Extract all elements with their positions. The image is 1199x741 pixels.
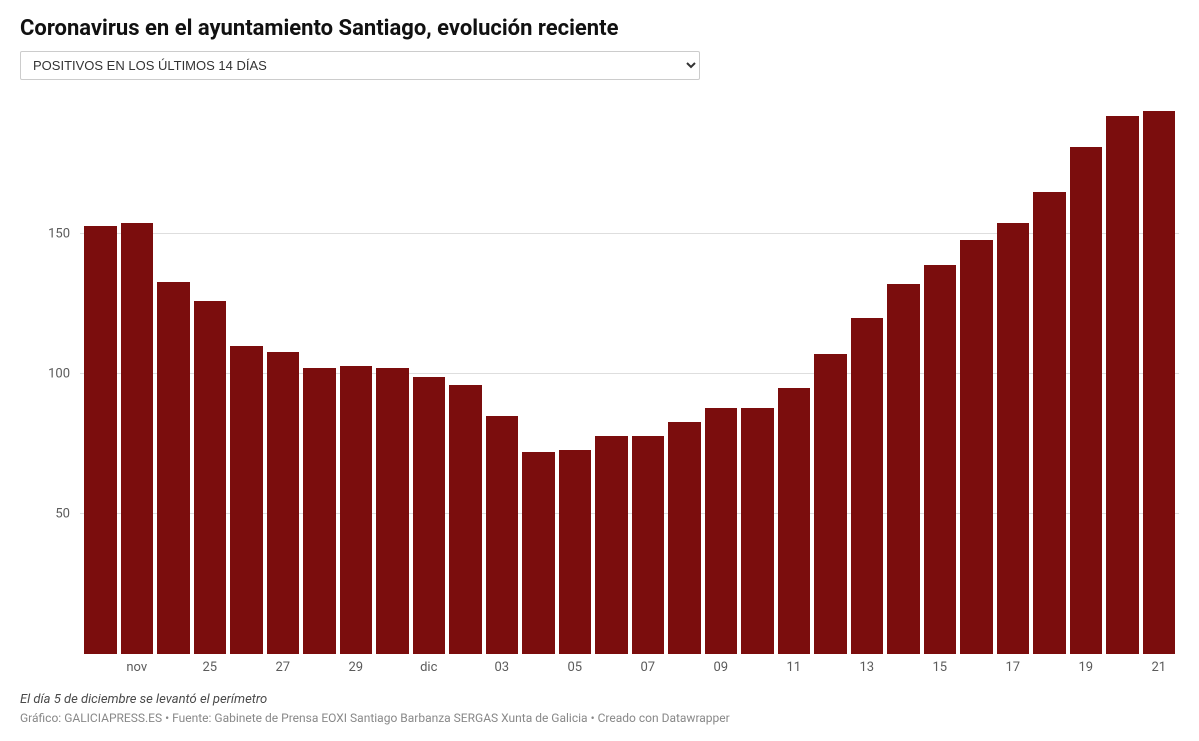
y-axis: 50 100 150: [20, 94, 80, 654]
x-axis-row: nov 25 27 29 dic 03 05 07 09 11 13 15 17 19 21: [20, 660, 1179, 678]
x-tick-label: [1033, 660, 1066, 678]
x-tick-label: 21: [1143, 660, 1176, 678]
x-tick-label: [157, 660, 190, 678]
bar: [486, 416, 519, 654]
x-tick-label: [303, 660, 336, 678]
x-tick-label: [595, 660, 628, 678]
x-tick-label: [814, 660, 847, 678]
bar: [632, 436, 665, 654]
y-tick-label: 100: [48, 367, 70, 382]
credit-creado: Creado con Datawrapper: [598, 711, 730, 725]
credit-sep: •: [591, 711, 598, 725]
bar: [157, 282, 190, 654]
x-tick-label: 17: [997, 660, 1030, 678]
credit-sep: •: [165, 711, 172, 725]
bar: [1106, 116, 1139, 654]
x-tick-label: 13: [851, 660, 884, 678]
x-axis: nov 25 27 29 dic 03 05 07 09 11 13 15 17 19 21: [80, 660, 1179, 678]
credit-grafico: GALICIAPRESS.ES: [64, 711, 162, 725]
bar: [230, 346, 263, 654]
credit-fuente-label: Fuente:: [172, 711, 211, 725]
x-tick-label: [741, 660, 774, 678]
bar: [559, 450, 592, 654]
bar: [194, 301, 227, 654]
bar: [84, 226, 117, 654]
x-tick-label: 19: [1070, 660, 1103, 678]
bar: [1070, 147, 1103, 654]
bar: [303, 368, 336, 654]
bar: [741, 408, 774, 654]
bar: [997, 223, 1030, 654]
bar: [778, 388, 811, 654]
x-tick-label: 25: [194, 660, 227, 678]
x-tick-label: [668, 660, 701, 678]
x-tick-label: 27: [267, 660, 300, 678]
x-tick-label: [960, 660, 993, 678]
bar: [595, 436, 628, 654]
bar: [1143, 111, 1176, 654]
x-tick-label: [522, 660, 555, 678]
chart-credit: Gráfico: GALICIAPRESS.ES • Fuente: Gabin…: [20, 711, 1179, 725]
bar: [267, 352, 300, 654]
x-tick-label: [449, 660, 482, 678]
metric-selector-wrap: POSITIVOS EN LOS ÚLTIMOS 14 DÍAS: [20, 51, 700, 80]
credit-fuente: Gabinete de Prensa EOXI Santiago Barbanz…: [214, 711, 587, 725]
x-tick-label: 09: [705, 660, 738, 678]
bar: [668, 422, 701, 654]
x-tick-label: 07: [632, 660, 665, 678]
x-tick-label: [230, 660, 263, 678]
x-tick-label: 05: [559, 660, 592, 678]
x-tick-label: [84, 660, 117, 678]
x-tick-label: 15: [924, 660, 957, 678]
credit-grafico-label: Gráfico:: [20, 711, 61, 725]
bar: [376, 368, 409, 654]
x-tick-label: [376, 660, 409, 678]
bar: [814, 354, 847, 654]
x-tick-label: 03: [486, 660, 519, 678]
x-tick-label: [887, 660, 920, 678]
x-tick-label: nov: [121, 660, 154, 678]
y-tick-label: 50: [55, 507, 70, 522]
x-tick-label: dic: [413, 660, 446, 678]
bar: [887, 284, 920, 654]
bar: [522, 452, 555, 654]
bar: [340, 366, 373, 654]
bar: [960, 240, 993, 654]
bar: [413, 377, 446, 654]
chart-note: El día 5 de diciembre se levantó el perí…: [20, 692, 1179, 707]
y-tick-label: 150: [48, 227, 70, 242]
bar: [924, 265, 957, 654]
chart: 50 100 150: [20, 94, 1179, 654]
x-tick-label: 11: [778, 660, 811, 678]
plot-area: [80, 94, 1179, 654]
chart-title: Coronavirus en el ayuntamiento Santiago,…: [20, 16, 1179, 41]
bar: [851, 318, 884, 654]
metric-selector[interactable]: POSITIVOS EN LOS ÚLTIMOS 14 DÍAS: [20, 51, 700, 80]
x-tick-label: [1106, 660, 1139, 678]
bar: [121, 223, 154, 654]
bars: [80, 94, 1179, 654]
bar: [1033, 192, 1066, 654]
bar: [449, 385, 482, 654]
bar: [705, 408, 738, 654]
x-tick-label: 29: [340, 660, 373, 678]
